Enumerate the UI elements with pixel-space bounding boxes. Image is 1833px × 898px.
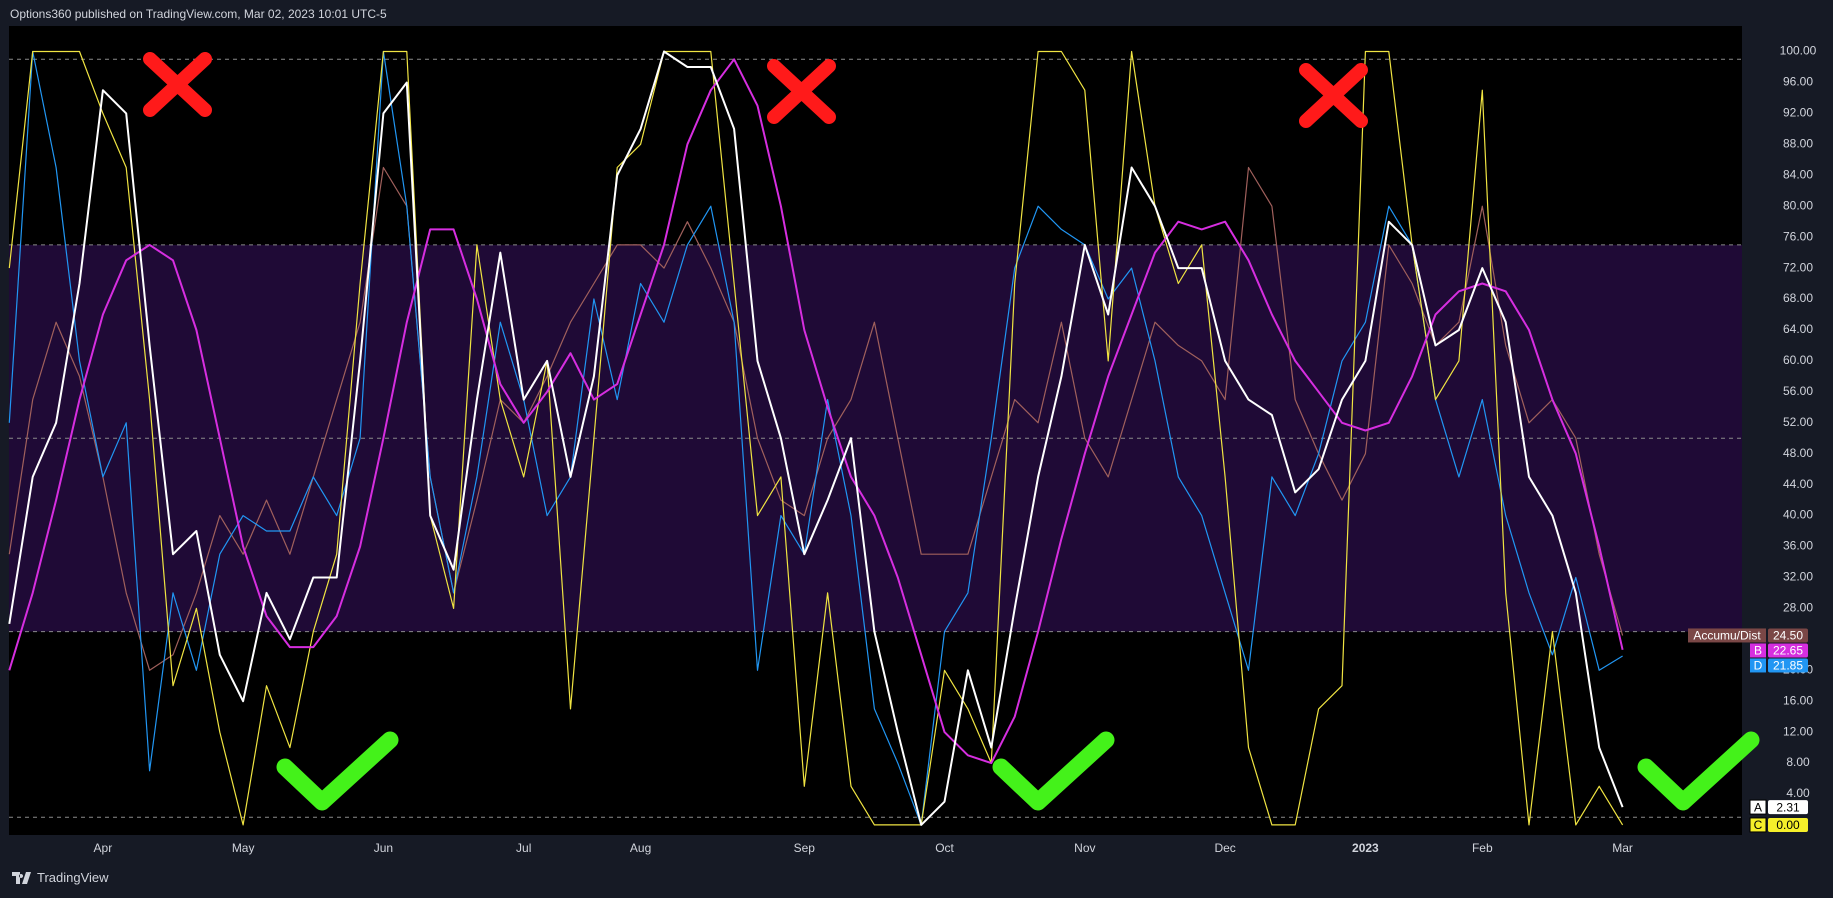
brand: TradingView: [12, 870, 109, 885]
tag-value: 24.50: [1773, 629, 1803, 643]
y-tick-label: 100.00: [1780, 44, 1817, 58]
tag-box: [1768, 643, 1808, 658]
legend-entry: Accumu/Dist: [1693, 629, 1761, 643]
plot: [8, 50, 1742, 826]
tag-box: [1768, 628, 1808, 643]
series-line: [8, 50, 1624, 826]
y-tick-label: 60.00: [1783, 353, 1813, 367]
tag-box: [1768, 800, 1808, 815]
x-tick-label: Aug: [630, 841, 651, 855]
tag-box: [1768, 658, 1808, 673]
x-tick-label: Nov: [1074, 841, 1095, 855]
y-tick-label: 88.00: [1783, 137, 1813, 151]
green-check: [276, 731, 1760, 811]
tag-value: 21.85: [1773, 659, 1803, 673]
tag-value: 2.31: [1776, 800, 1800, 814]
brand-logo: [12, 871, 31, 884]
x-tick-label: Sep: [794, 841, 816, 855]
y-tick-label: 52.00: [1783, 415, 1813, 429]
legend-entry: B: [1754, 644, 1762, 658]
brand-name: TradingView: [37, 870, 109, 885]
x-tick-label: Mar: [1612, 841, 1633, 855]
annotations: [143, 52, 1760, 811]
y-tick-label: 4.00: [1786, 786, 1810, 800]
series-line: [8, 50, 1623, 826]
x-tick-label: Dec: [1214, 841, 1235, 855]
publish-header: Options360 published on TradingView.com,…: [10, 7, 387, 21]
legend-entry: D: [1754, 659, 1763, 673]
tag-name-box: [1749, 817, 1767, 833]
y-tick-label: 40.00: [1783, 508, 1813, 522]
legend-entry: C: [1754, 818, 1763, 832]
x-tick-label: Jun: [374, 841, 393, 855]
red-x: [143, 52, 1368, 128]
x-tick-label: Feb: [1472, 841, 1493, 855]
x-tick-label: 2023: [1352, 841, 1379, 855]
tag-value: 22.65: [1773, 644, 1803, 658]
y-tick-label: 32.00: [1783, 570, 1813, 584]
y-tick-label: 84.00: [1783, 167, 1813, 181]
y-tick-label: 44.00: [1783, 477, 1813, 491]
tag-name-box: [1750, 658, 1766, 673]
y-tick-label: 48.00: [1783, 446, 1813, 460]
y-tick-label: 8.00: [1786, 755, 1810, 769]
series-line: [8, 58, 1624, 765]
y-tick-label: 92.00: [1783, 106, 1813, 120]
x-tick-label: May: [232, 841, 255, 855]
y-tick-label: 96.00: [1783, 75, 1813, 89]
y-tick-label: 64.00: [1783, 322, 1813, 336]
tag-value: 0.00: [1776, 818, 1800, 832]
y-tick-label: 56.00: [1783, 384, 1813, 398]
x-tick-label: Oct: [935, 841, 954, 855]
y-tick-label: 28.00: [1783, 601, 1813, 615]
y-tick-label: 80.00: [1783, 198, 1813, 212]
tag-name-box: [1688, 628, 1766, 643]
y-tick-label: 72.00: [1783, 260, 1813, 274]
y-tick-label: 76.00: [1783, 229, 1813, 243]
x-tick-label: Jul: [516, 841, 531, 855]
y-tick-label: 36.00: [1783, 539, 1813, 553]
series-line: [8, 50, 1624, 826]
y-tick-label: 16.00: [1783, 693, 1813, 707]
x-tick-label: Apr: [94, 841, 113, 855]
tag-box: [1768, 817, 1808, 832]
tag-name-box: [1749, 799, 1767, 815]
y-tick-label: 68.00: [1783, 291, 1813, 305]
y-tick-label: 12.00: [1783, 724, 1813, 738]
legend-entry: A: [1754, 800, 1762, 814]
tag-name-box: [1750, 643, 1766, 658]
